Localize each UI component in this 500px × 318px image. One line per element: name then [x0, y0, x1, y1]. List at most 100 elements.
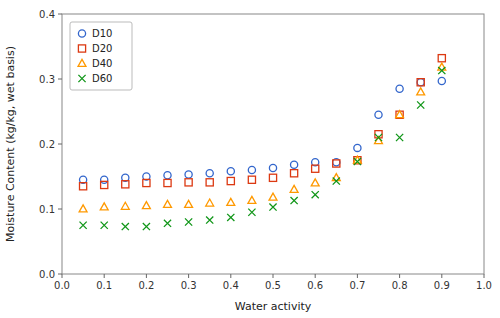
x-tick: [188, 274, 189, 278]
point: [291, 197, 298, 204]
point: [417, 88, 425, 95]
point: [80, 183, 87, 190]
x-tick-label: 0.2: [138, 280, 154, 291]
point: [142, 202, 150, 209]
x-tick: [399, 274, 400, 278]
point: [248, 209, 255, 216]
chart: 0.00.10.20.30.40.50.60.70.80.91.00.00.10…: [0, 0, 500, 318]
legend-label: D20: [92, 43, 112, 54]
point: [206, 170, 213, 177]
point: [206, 199, 214, 206]
point: [143, 223, 150, 230]
legend-frame: [70, 22, 132, 90]
point: [80, 222, 87, 229]
series: [80, 77, 446, 183]
point: [248, 196, 256, 203]
point: [396, 85, 403, 92]
y-tick-label: 0.3: [39, 74, 55, 85]
x-tick-label: 0.6: [307, 280, 323, 291]
point: [438, 67, 445, 74]
point: [164, 172, 171, 179]
x-tick: [484, 274, 485, 278]
x-tick-label: 0.0: [54, 280, 70, 291]
y-tick: [58, 14, 62, 15]
point: [417, 79, 424, 86]
legend-label: D40: [92, 58, 112, 69]
point: [122, 223, 129, 230]
point: [333, 177, 340, 184]
y-tick: [58, 274, 62, 275]
series: [80, 55, 446, 190]
y-axis-label: Moisture Content (kg/kg, wet basis): [4, 46, 17, 242]
x-tick-label: 0.8: [392, 280, 408, 291]
point: [269, 203, 276, 210]
point: [438, 63, 446, 70]
x-tick-label: 0.7: [349, 280, 365, 291]
x-tick: [230, 274, 231, 278]
point: [248, 166, 255, 173]
x-tick: [315, 274, 316, 278]
point: [312, 165, 319, 172]
point: [291, 170, 298, 177]
point: [417, 79, 424, 86]
point: [185, 218, 192, 225]
point: [375, 111, 382, 118]
point: [101, 222, 108, 229]
point: [206, 216, 213, 223]
point: [206, 179, 213, 186]
point: [121, 202, 129, 209]
x-tick: [357, 274, 358, 278]
x-tick-label: 0.3: [181, 280, 197, 291]
point: [269, 193, 277, 200]
point: [290, 185, 298, 192]
series: [79, 63, 446, 212]
x-tick: [441, 274, 442, 278]
point: [185, 179, 192, 186]
point: [164, 200, 172, 207]
legend-label: D60: [92, 73, 112, 84]
point: [354, 158, 361, 165]
y-tick: [58, 209, 62, 210]
x-tick: [104, 274, 105, 278]
plot-frame: [62, 14, 484, 274]
point: [164, 179, 171, 186]
legend-marker: [78, 45, 85, 52]
legend-marker: [78, 30, 85, 37]
point: [396, 134, 403, 141]
point: [269, 174, 276, 181]
point: [227, 198, 235, 205]
y-tick-label: 0.2: [39, 139, 55, 150]
point: [101, 181, 108, 188]
point: [396, 111, 403, 118]
y-tick: [58, 144, 62, 145]
legend-marker: [78, 59, 86, 66]
point: [164, 220, 171, 227]
x-tick: [146, 274, 147, 278]
x-tick-label: 0.5: [265, 280, 281, 291]
point: [311, 179, 319, 186]
x-axis-label: Water activity: [235, 300, 312, 313]
point: [312, 191, 319, 198]
legend-marker: [78, 75, 85, 82]
point: [354, 157, 361, 164]
point: [417, 101, 424, 108]
x-tick: [273, 274, 274, 278]
x-tick-label: 0.1: [96, 280, 112, 291]
point: [332, 174, 340, 181]
x-tick: [62, 274, 63, 278]
y-tick-label: 0.4: [39, 9, 55, 20]
point: [122, 181, 129, 188]
legend: D10D20D40D60: [70, 22, 132, 90]
y-tick: [58, 79, 62, 80]
y-tick-label: 0.0: [39, 269, 55, 280]
marks: [79, 55, 446, 231]
point: [185, 171, 192, 178]
point: [227, 177, 234, 184]
point: [100, 203, 108, 210]
point: [143, 179, 150, 186]
point: [79, 205, 87, 212]
point: [354, 144, 361, 151]
point: [438, 77, 445, 84]
point: [375, 134, 382, 141]
point: [269, 164, 276, 171]
